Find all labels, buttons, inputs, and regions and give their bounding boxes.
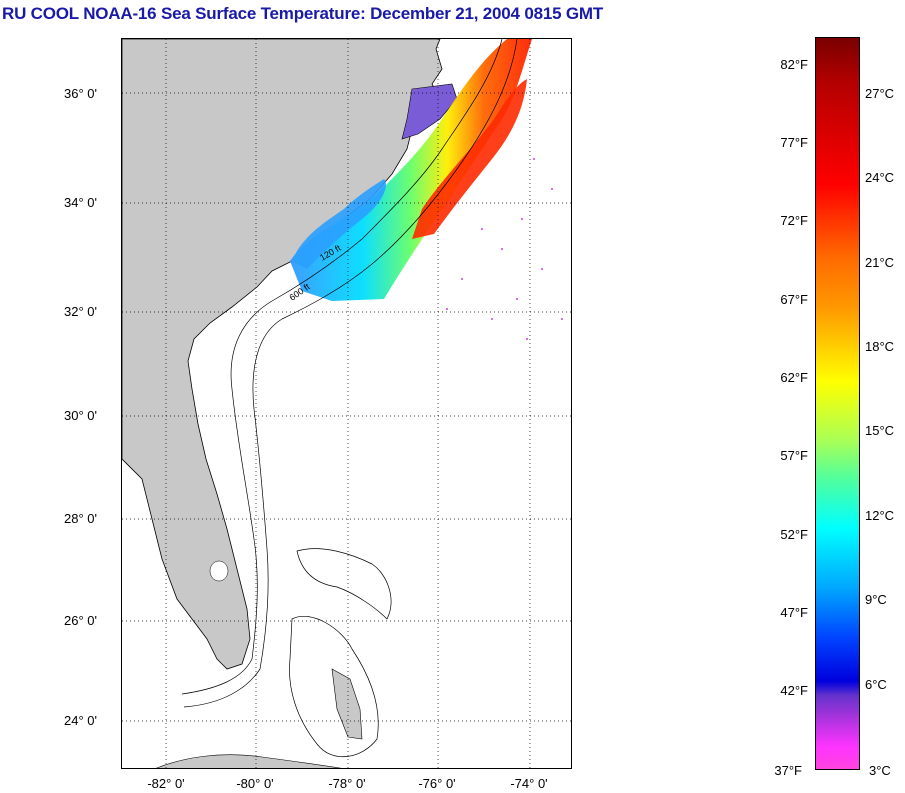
sst-map-canvas: 120 ft 600 ft [122,39,571,768]
cuba-coast [156,754,342,768]
lat-label-28: 28° 0' [64,511,97,526]
f-label-72: 72°F [780,213,808,228]
f-label-77: 77°F [780,135,808,150]
temperature-colorbar [815,37,860,770]
c-label-15: 15°C [865,423,895,438]
f-label-62: 62°F [780,370,808,385]
lat-label-34: 34° 0' [64,195,97,210]
land-us-southeast [122,39,443,670]
bahamas-andros [331,668,363,740]
contour-120ft [181,39,503,695]
lat-label-32: 32° 0' [64,304,97,319]
f-label-57: 57°F [780,448,808,463]
f-label-37: 37°F [774,763,802,778]
sst-cool-nearshore [292,179,386,269]
f-label-42: 42°F [780,683,808,698]
water-pamlico-sound [401,83,458,140]
lat-label-30: 30° 0' [64,408,97,423]
lon-label-82: -82° 0' [147,776,185,791]
f-label-67: 67°F [780,292,808,307]
lat-label-36: 36° 0' [64,86,97,101]
f-label-52: 52°F [780,527,808,542]
lon-label-78: -78° 0' [328,776,366,791]
c-label-24: 24°C [865,170,895,185]
sst-hot-gulfstream [412,79,527,239]
c-label-12: 12°C [865,508,895,523]
f-label-82: 82°F [780,57,808,72]
lat-label-24: 24° 0' [64,713,97,728]
lon-label-74: -74° 0' [510,776,548,791]
c-label-3: 3°C [869,763,891,778]
c-label-18: 18°C [865,339,895,354]
bahamas-banks [296,548,392,620]
sst-map[interactable]: 120 ft 600 ft [121,38,572,769]
c-label-9: 9°C [865,592,887,607]
sst-speckles [446,158,563,340]
bahamas-great-bank [289,616,379,758]
lake-okeechobee [209,560,229,582]
lon-label-76: -76° 0' [418,776,456,791]
map-title: RU COOL NOAA-16 Sea Surface Temperature:… [2,4,604,23]
lon-label-80: -80° 0' [236,776,274,791]
c-label-27: 27°C [865,86,895,101]
c-label-6: 6°C [865,677,887,692]
lat-label-26: 26° 0' [64,613,97,628]
c-label-21: 21°C [865,255,895,270]
f-label-47: 47°F [780,605,808,620]
contour-600ft [183,39,518,708]
